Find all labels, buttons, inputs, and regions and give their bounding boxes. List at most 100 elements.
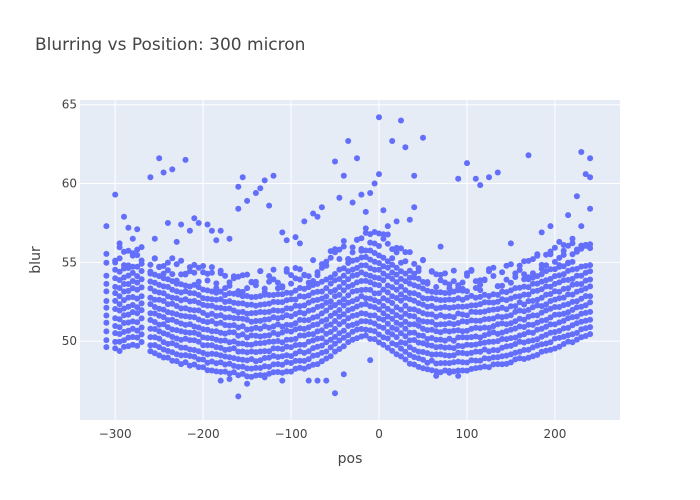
data-point [217,312,224,319]
data-point [336,321,343,328]
data-point [257,325,264,332]
data-point [235,348,242,355]
data-point [274,361,281,368]
data-point [270,361,277,368]
data-point [587,241,594,248]
data-point [195,338,202,345]
data-point [217,319,224,326]
data-point [384,329,391,335]
data-point [362,254,369,260]
data-point [125,334,132,341]
data-point [266,278,273,285]
data-point [235,363,242,370]
data-point [367,312,374,319]
data-point [380,341,387,348]
data-point [358,301,365,308]
data-point [406,249,413,256]
data-point [481,355,488,362]
data-point [147,261,154,268]
data-point [138,300,145,307]
data-point [200,295,207,302]
data-point [389,308,396,315]
data-point [380,316,387,323]
data-point [358,262,365,269]
data-point [362,225,369,232]
data-point [481,276,488,283]
data-point [340,287,347,294]
data-point [420,295,426,302]
data-point [481,363,488,370]
data-point [507,240,514,247]
data-point [512,270,519,277]
data-point [340,302,347,309]
data-point [358,326,365,332]
data-point [182,156,189,163]
data-point [587,316,594,323]
x-axis-title: pos [338,451,363,467]
data-point [587,174,594,181]
data-point [398,314,404,321]
data-point [507,287,514,294]
data-point [587,308,594,315]
data-point [310,306,317,313]
data-point [573,265,580,272]
data-point [569,314,576,321]
data-point [437,243,444,250]
data-point [587,262,594,269]
data-point [455,285,462,292]
data-point [244,285,251,292]
data-point [340,172,347,179]
data-point [248,348,255,355]
data-point [213,296,220,303]
data-point [415,332,422,339]
data-point [301,302,308,309]
data-point [288,305,295,312]
data-point [213,368,220,375]
data-point [332,325,338,332]
data-point [160,290,167,297]
data-point [252,190,259,196]
data-point [371,336,378,343]
data-point [116,301,123,308]
data-point [415,292,422,298]
data-point [191,215,198,222]
data-point [556,327,563,334]
data-point [204,277,211,284]
data-point [182,321,189,328]
data-point [486,307,492,314]
data-point [103,259,110,266]
data-point [195,278,202,285]
data-point [556,288,563,295]
data-point [525,306,532,313]
data-point [472,309,479,316]
y-tick-label: 50 [62,334,77,348]
y-axis-title: blur [28,246,44,274]
data-point [565,338,572,345]
data-point [266,273,273,279]
data-point [301,310,308,317]
data-point [490,338,497,345]
data-point [345,339,352,346]
data-point [398,268,404,275]
data-point [424,280,431,287]
x-tick-label: 0 [375,427,383,441]
data-point [398,283,404,290]
data-point [521,316,528,323]
data-point [195,292,202,298]
data-point [283,237,290,244]
data-point [164,301,171,308]
data-point [468,334,475,341]
data-point [490,306,497,313]
data-point [283,343,290,350]
data-point [314,269,321,276]
data-point [398,245,404,252]
data-point [208,296,215,303]
data-point [573,313,580,320]
data-point [389,275,396,282]
data-point [217,337,224,344]
data-point [349,244,356,251]
data-point [323,262,330,269]
data-point [543,317,550,323]
data-point [239,370,246,377]
data-point [125,272,132,279]
